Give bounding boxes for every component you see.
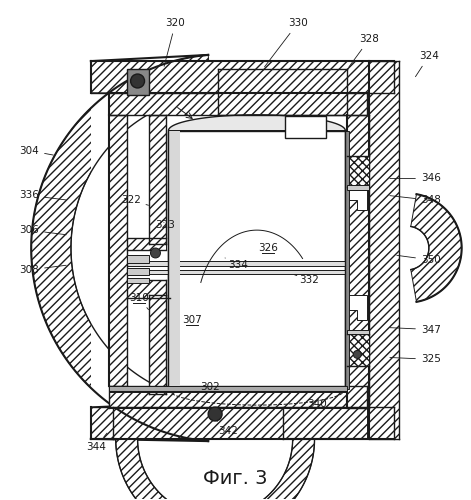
Bar <box>91 93 369 407</box>
Bar <box>109 386 347 392</box>
Text: 347: 347 <box>390 324 441 334</box>
Bar <box>166 115 347 386</box>
Text: 330: 330 <box>265 18 308 67</box>
Bar <box>169 130 180 389</box>
Polygon shape <box>116 439 315 500</box>
Text: 320: 320 <box>164 18 185 66</box>
Bar <box>127 280 166 297</box>
Text: 304: 304 <box>19 146 53 156</box>
Bar <box>127 268 148 275</box>
Bar <box>127 238 166 250</box>
Bar <box>148 115 166 244</box>
Text: 322: 322 <box>121 196 148 205</box>
Text: 307: 307 <box>182 314 202 324</box>
Text: 340: 340 <box>305 399 327 409</box>
Text: 306: 306 <box>19 225 66 235</box>
Polygon shape <box>347 294 367 320</box>
Polygon shape <box>31 55 211 441</box>
Text: 336: 336 <box>19 190 66 200</box>
Text: 326: 326 <box>258 243 278 253</box>
Circle shape <box>208 407 222 421</box>
Text: 348: 348 <box>390 196 441 205</box>
Text: 346: 346 <box>390 174 441 184</box>
Bar <box>91 407 113 439</box>
Bar <box>91 407 394 439</box>
Bar <box>127 255 148 263</box>
Bar <box>347 115 369 408</box>
Circle shape <box>353 350 361 358</box>
Text: 350: 350 <box>397 255 441 265</box>
Text: 310: 310 <box>129 292 148 310</box>
Bar <box>91 61 394 93</box>
Bar <box>347 334 369 366</box>
Bar <box>109 93 367 115</box>
Bar <box>347 330 369 334</box>
Text: Фиг. 3: Фиг. 3 <box>203 469 267 488</box>
Polygon shape <box>411 194 462 302</box>
Bar <box>283 407 367 439</box>
Text: 334: 334 <box>225 258 248 270</box>
Bar <box>148 294 166 394</box>
Bar <box>109 115 127 386</box>
Bar <box>127 270 345 274</box>
Circle shape <box>130 74 145 88</box>
Text: 302: 302 <box>200 382 220 392</box>
Bar <box>169 130 345 389</box>
Text: 324: 324 <box>415 51 439 76</box>
Polygon shape <box>169 115 345 130</box>
Polygon shape <box>347 190 367 210</box>
Bar <box>127 69 148 95</box>
Bar <box>345 130 349 389</box>
Bar <box>127 261 345 266</box>
Text: 308: 308 <box>19 265 66 275</box>
Bar <box>347 156 369 188</box>
Text: 342: 342 <box>217 421 238 436</box>
Bar <box>218 69 347 115</box>
Bar <box>109 386 367 408</box>
Bar <box>369 61 399 439</box>
Bar <box>109 115 347 386</box>
Text: 332: 332 <box>295 275 319 285</box>
Bar <box>127 278 148 283</box>
Text: 344: 344 <box>86 433 107 452</box>
Text: 325: 325 <box>390 354 441 364</box>
Bar <box>347 186 369 190</box>
Text: 323: 323 <box>155 220 175 230</box>
Bar <box>284 116 326 138</box>
Text: 328: 328 <box>349 34 379 67</box>
Bar <box>127 250 148 280</box>
Circle shape <box>151 248 161 258</box>
